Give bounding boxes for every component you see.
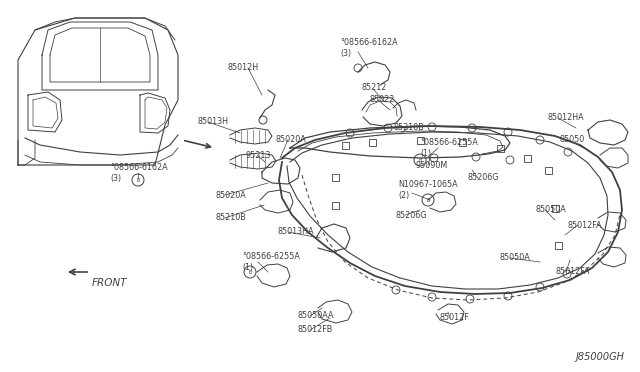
Text: 85013HA: 85013HA — [278, 228, 314, 237]
Text: 85212: 85212 — [361, 83, 387, 93]
Text: 95090M: 95090M — [415, 160, 447, 170]
Bar — [342, 141, 349, 148]
Bar — [545, 167, 552, 173]
Text: 85012FB: 85012FB — [298, 326, 333, 334]
Text: 85022: 85022 — [370, 96, 396, 105]
Text: 85012FA: 85012FA — [556, 267, 591, 276]
Text: 85050: 85050 — [560, 135, 585, 144]
Bar — [332, 202, 339, 208]
Bar — [497, 144, 504, 151]
Text: B: B — [419, 157, 422, 163]
Text: B: B — [426, 198, 429, 202]
Bar — [369, 138, 376, 145]
Bar — [552, 205, 559, 212]
Text: 85020A: 85020A — [215, 190, 246, 199]
Text: 85012HA: 85012HA — [548, 113, 584, 122]
Text: 95213: 95213 — [245, 151, 270, 160]
Text: 85013H: 85013H — [198, 118, 229, 126]
Bar — [524, 154, 531, 161]
Text: 85206G: 85206G — [468, 173, 499, 183]
Text: 85012FA: 85012FA — [568, 221, 602, 230]
Bar — [332, 173, 339, 180]
Text: N10967-1065A
(2): N10967-1065A (2) — [398, 180, 458, 200]
Text: 85210B: 85210B — [393, 124, 424, 132]
Bar — [458, 138, 465, 145]
Text: °08566-6162A
(3): °08566-6162A (3) — [340, 38, 397, 58]
Text: FRONT: FRONT — [92, 278, 127, 288]
Text: 85012H: 85012H — [228, 64, 259, 73]
Text: °08566-6162A
(3): °08566-6162A (3) — [110, 163, 168, 183]
Text: 85210B: 85210B — [215, 214, 246, 222]
Text: B: B — [248, 269, 252, 275]
Text: 85012F: 85012F — [440, 314, 470, 323]
Text: 85050A: 85050A — [535, 205, 566, 215]
Text: 85206G: 85206G — [395, 211, 426, 219]
Text: B: B — [136, 177, 140, 183]
Text: °08566-6255A
(1): °08566-6255A (1) — [420, 138, 478, 158]
Bar — [417, 137, 424, 144]
Text: 85050AA: 85050AA — [298, 311, 335, 321]
Bar — [554, 241, 561, 248]
Text: 85020A: 85020A — [275, 135, 306, 144]
Text: J85000GH: J85000GH — [576, 352, 625, 362]
Text: 85050A: 85050A — [500, 253, 531, 263]
Text: °08566-6255A
(1): °08566-6255A (1) — [242, 252, 300, 272]
